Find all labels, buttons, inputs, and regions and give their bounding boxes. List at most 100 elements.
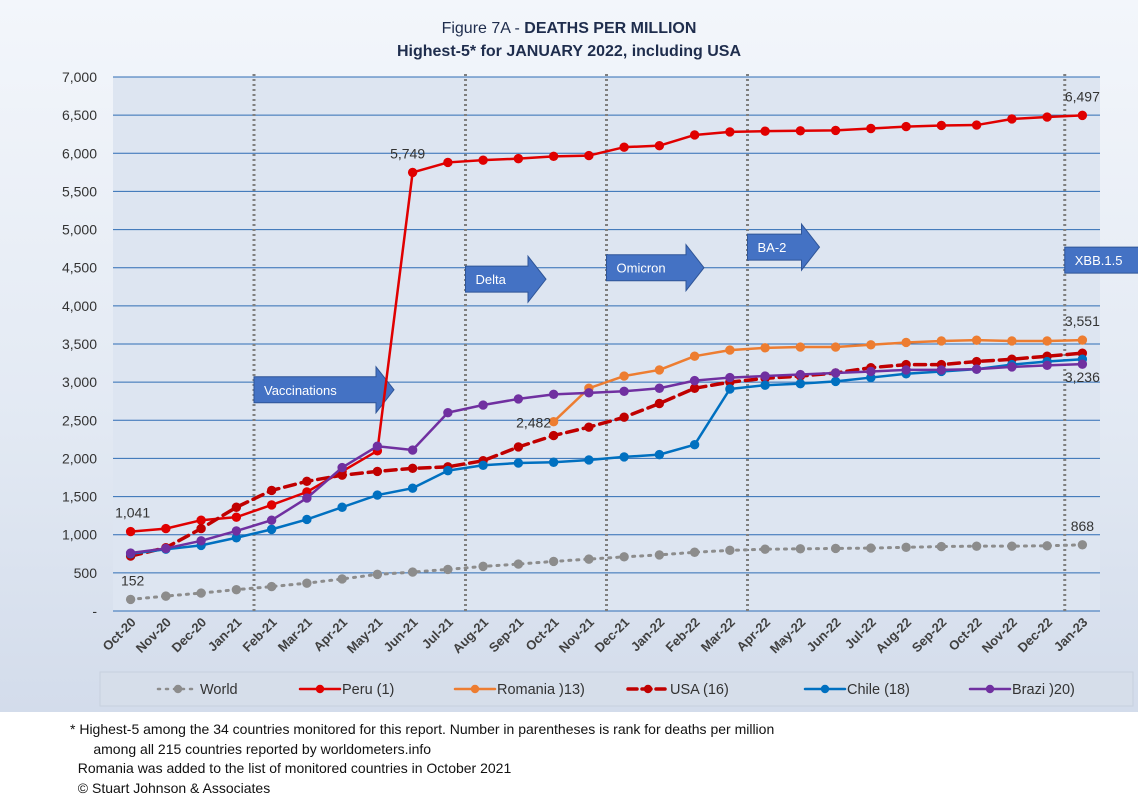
legend-label: Chile (18) (847, 682, 910, 698)
data-point (1042, 336, 1052, 346)
data-point (1077, 335, 1088, 345)
data-point (760, 343, 770, 353)
legend-item: Romania )13) (453, 682, 585, 698)
y-tick-label: 7,000 (62, 69, 97, 85)
y-tick-label: 2,500 (62, 412, 97, 428)
data-point (196, 588, 206, 598)
data-point (196, 523, 206, 534)
data-point (231, 512, 242, 522)
data-point (443, 465, 453, 476)
data-point (548, 416, 559, 427)
data-point (407, 463, 418, 474)
data-point (231, 526, 242, 536)
data-point (1007, 114, 1017, 124)
data-point (1077, 110, 1088, 121)
data-point (161, 523, 171, 534)
data-point (830, 376, 841, 387)
data-point (1007, 541, 1017, 551)
data-point (548, 556, 559, 567)
footnotes: * Highest-5 among the 34 countries monit… (70, 720, 774, 798)
y-tick-label: - (92, 603, 97, 619)
data-point (584, 554, 594, 564)
data-point (266, 524, 277, 535)
x-tick-label: Jan-22 (628, 615, 668, 655)
x-tick-label: May-21 (344, 615, 386, 657)
annotation-arrow: Delta (465, 254, 547, 304)
data-point (161, 591, 171, 601)
legend-swatch-marker (643, 684, 653, 694)
legend-swatch-marker (173, 684, 183, 694)
data-point (830, 368, 841, 378)
data-point (548, 151, 559, 162)
x-tick-label: Apr-21 (311, 615, 351, 655)
data-point (196, 536, 206, 546)
data-point (302, 476, 312, 487)
x-tick-label: Oct-22 (946, 615, 985, 654)
data-point (619, 412, 629, 422)
legend: World Peru (1) Romania )13) USA (16) Chile (… (99, 671, 1134, 707)
data-label: 6,497 (1065, 88, 1100, 104)
data-point (302, 578, 312, 588)
data-point (584, 150, 594, 161)
data-point (302, 514, 312, 525)
arrow-shape (1064, 246, 1138, 274)
legend-item: Chile (18) (803, 682, 910, 698)
data-point (971, 335, 982, 345)
data-point (760, 544, 770, 554)
legend-item: Brazi )20) (968, 682, 1075, 698)
data-point (407, 167, 418, 178)
data-label: 5,749 (390, 145, 425, 161)
series-brazi-20 (125, 359, 1088, 558)
x-tick-label: Mar-21 (275, 615, 315, 655)
data-point (830, 543, 841, 554)
data-point (725, 372, 735, 383)
legend-swatch-marker (820, 684, 830, 694)
x-tick-label: Nov-22 (979, 615, 1020, 656)
x-tick-label: Oct-20 (100, 615, 139, 654)
data-point (725, 545, 735, 556)
y-tick-label: 500 (74, 565, 98, 581)
data-point (971, 120, 982, 130)
footnote-line: Romania was added to the list of monitor… (70, 760, 512, 776)
data-label: 1,041 (115, 505, 150, 521)
data-label: 3,236 (1065, 369, 1100, 385)
series-line (129, 362, 1084, 555)
data-point (125, 594, 136, 605)
annotation-label: Vaccinations (264, 383, 337, 398)
x-tick-label: Dec-20 (168, 615, 209, 656)
series-world (125, 540, 1088, 605)
data-point (901, 337, 911, 348)
data-point (266, 485, 277, 496)
data-point (654, 550, 665, 560)
data-point (513, 442, 524, 452)
chart-title: Figure 7A - DEATHS PER MILLION (0, 20, 1138, 38)
data-point (513, 394, 524, 404)
legend-item: World (156, 682, 238, 698)
data-point (971, 541, 982, 551)
data-point (725, 345, 735, 355)
y-tick-label: 6,000 (62, 145, 97, 161)
data-point (971, 364, 982, 374)
x-tick-label: Dec-22 (1014, 615, 1055, 656)
data-point (795, 342, 806, 352)
data-point (619, 552, 629, 562)
legend-label: Romania )13) (497, 682, 585, 698)
data-point (196, 515, 206, 525)
data-point (1007, 336, 1017, 346)
x-tick-label: Aug-21 (449, 615, 491, 657)
data-point (584, 388, 594, 398)
data-point (266, 500, 277, 510)
legend-label: USA (16) (670, 682, 729, 698)
y-tick-label: 3,000 (62, 374, 97, 390)
data-point (548, 430, 559, 441)
data-point (795, 126, 806, 136)
data-point (936, 541, 947, 552)
legend-swatch-marker (470, 684, 480, 694)
data-point (866, 123, 876, 134)
arrow-shape (465, 254, 547, 304)
data-point (443, 564, 453, 575)
data-point (548, 389, 559, 400)
x-tick-label: Feb-22 (663, 615, 703, 655)
data-point (725, 384, 735, 394)
x-tick-label: Nov-21 (556, 615, 597, 656)
